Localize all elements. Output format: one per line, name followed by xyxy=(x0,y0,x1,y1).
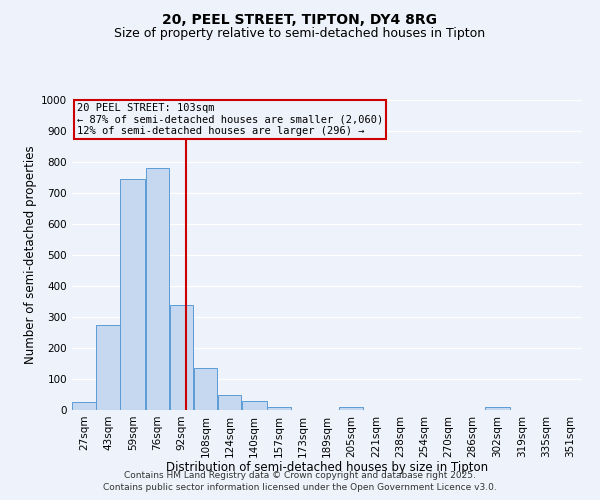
X-axis label: Distribution of semi-detached houses by size in Tipton: Distribution of semi-detached houses by … xyxy=(166,461,488,474)
Bar xyxy=(146,168,169,410)
Bar xyxy=(218,394,241,410)
Bar xyxy=(120,179,145,410)
Y-axis label: Number of semi-detached properties: Number of semi-detached properties xyxy=(24,146,37,364)
Text: Contains public sector information licensed under the Open Government Licence v3: Contains public sector information licen… xyxy=(103,483,497,492)
Text: 20, PEEL STREET, TIPTON, DY4 8RG: 20, PEEL STREET, TIPTON, DY4 8RG xyxy=(163,12,437,26)
Bar xyxy=(194,368,217,410)
Bar xyxy=(242,402,267,410)
Bar xyxy=(72,402,96,410)
Bar xyxy=(96,325,120,410)
Text: 20 PEEL STREET: 103sqm
← 87% of semi-detached houses are smaller (2,060)
12% of : 20 PEEL STREET: 103sqm ← 87% of semi-det… xyxy=(77,103,383,136)
Bar xyxy=(339,407,363,410)
Text: Size of property relative to semi-detached houses in Tipton: Size of property relative to semi-detach… xyxy=(115,28,485,40)
Text: Contains HM Land Registry data © Crown copyright and database right 2025.: Contains HM Land Registry data © Crown c… xyxy=(124,472,476,480)
Bar xyxy=(485,407,510,410)
Bar xyxy=(267,407,291,410)
Bar xyxy=(170,304,193,410)
